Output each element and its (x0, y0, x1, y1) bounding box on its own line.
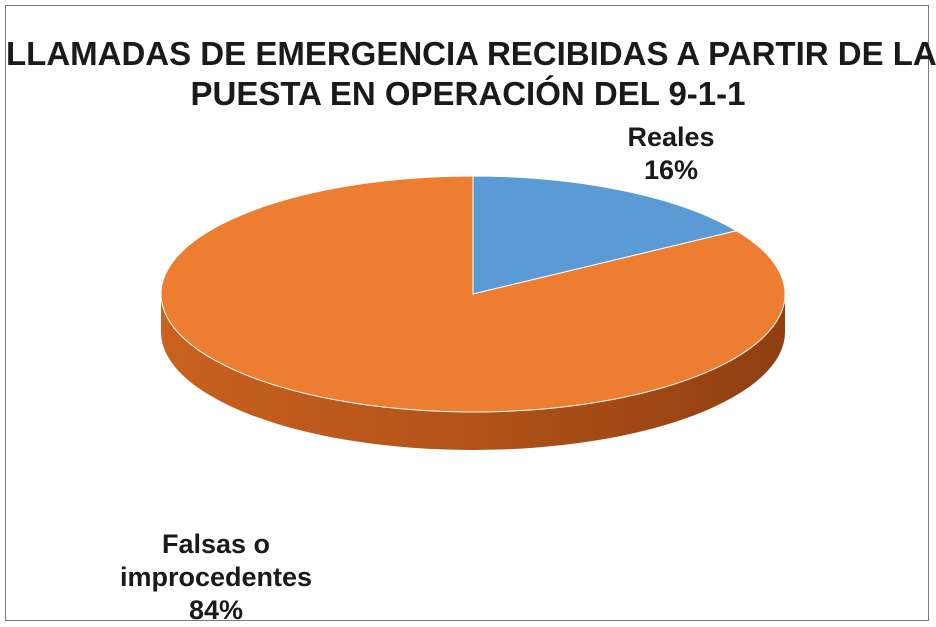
chart-title-line-2: PUESTA EN OPERACIÓN DEL 9-1-1 (190, 75, 746, 112)
slice-label-reales-value: 16% (643, 155, 699, 185)
slice-label-falsas-value: 84% (188, 595, 244, 625)
pie-slice-1-side (161, 294, 785, 450)
pie-tops (160, 175, 786, 413)
slice-label-falsas: Falsas o improcedentes 84% (96, 528, 336, 627)
slice-label-reales-name: Reales (627, 122, 715, 152)
slice-label-reales: Reales 16% (596, 121, 746, 187)
chart-title-line-1: LLAMADAS DE EMERGENCIA RECIBIDAS A PARTI… (6, 35, 936, 72)
pie-slice-0-top (472, 175, 738, 295)
pie-sides (161, 294, 785, 450)
chart-frame: LLAMADAS DE EMERGENCIA RECIBIDAS A PARTI… (5, 5, 936, 625)
slice-label-falsas-name-2: improcedentes (119, 562, 313, 592)
chart-title: LLAMADAS DE EMERGENCIA RECIBIDAS A PARTI… (6, 34, 936, 114)
pie-chart (160, 175, 786, 450)
pie-slice-1-top (160, 175, 786, 413)
slice-label-falsas-name-1: Falsas o (161, 529, 271, 559)
